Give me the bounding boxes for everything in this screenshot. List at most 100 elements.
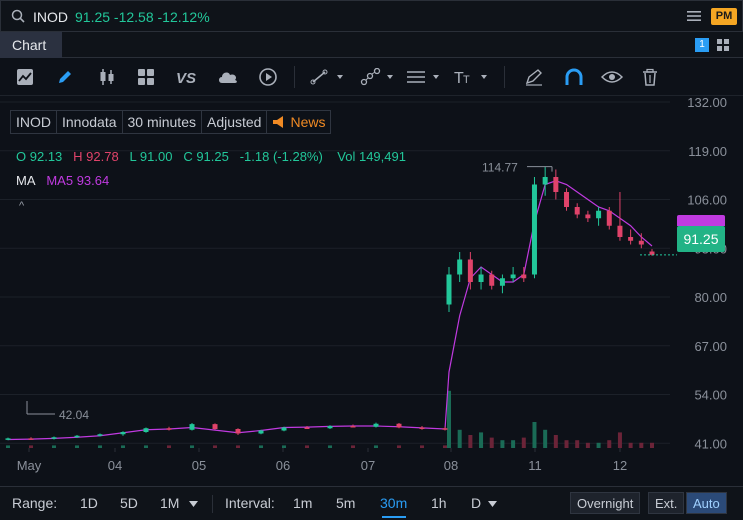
candle-body [442, 428, 448, 430]
overnight-button[interactable]: Overnight [570, 492, 641, 514]
candle-body [350, 426, 356, 428]
candle-body [189, 424, 195, 430]
interval-5m[interactable]: 5m [336, 495, 356, 511]
candlestick-icon[interactable] [96, 66, 118, 88]
x-tick-label: 07 [361, 458, 375, 473]
cloud-icon[interactable] [215, 66, 241, 88]
volume-bar [553, 435, 558, 448]
candle-body [5, 438, 11, 440]
candle-body [235, 429, 241, 434]
ticker-input[interactable]: INOD [33, 9, 68, 25]
fib-tool-icon[interactable] [404, 66, 442, 88]
x-tick-label: 04 [108, 458, 122, 473]
legend-adjusted[interactable]: Adjusted [202, 111, 268, 133]
range-1m[interactable]: 1M [160, 495, 180, 511]
compare-icon[interactable]: VS [174, 66, 200, 88]
chart-type-icon[interactable] [14, 66, 36, 88]
y-tick-label: 54.00 [694, 388, 727, 403]
volume-bar [617, 432, 622, 448]
x-tick-label: May [17, 458, 42, 473]
grid-icon[interactable] [135, 66, 157, 88]
open-value: 92.13 [29, 149, 63, 164]
low-label: L [129, 149, 137, 164]
candle-body [531, 184, 537, 275]
last-price-tag: 91.25 [677, 226, 725, 252]
replay-icon[interactable] [257, 66, 279, 88]
volume-label: Vol [337, 149, 356, 164]
trash-icon[interactable] [638, 66, 662, 88]
node-tool-icon[interactable] [358, 66, 396, 88]
candle-body [166, 428, 172, 430]
interval-30m[interactable]: 30m [380, 495, 408, 511]
volume-bar [639, 442, 644, 448]
extended-hours-button[interactable]: Ext. [648, 492, 685, 514]
interval-label: Interval: [225, 495, 275, 511]
volume-bar [575, 440, 580, 448]
ma-readout[interactable]: MA MA5 93.64 [16, 173, 109, 188]
interval-d[interactable]: D [471, 495, 482, 511]
interval-1m[interactable]: 1m [293, 495, 313, 511]
tab-chart[interactable]: Chart [0, 32, 62, 58]
candle-body [596, 210, 602, 219]
candle-body [327, 426, 333, 429]
volume-bar [98, 445, 102, 448]
interval-1h[interactable]: 1h [431, 495, 447, 511]
candle-body [304, 427, 310, 429]
low-marker-label: 42.04 [59, 408, 89, 422]
volume-bar [468, 435, 473, 448]
x-tick-label: 06 [276, 458, 290, 473]
volume-bar [479, 432, 484, 448]
draw-icon[interactable] [54, 66, 76, 88]
y-tick-label: 119.00 [688, 144, 727, 159]
volume-bar [144, 445, 148, 448]
open-label: O [16, 149, 27, 164]
window-count-badge[interactable]: 1 [695, 38, 709, 52]
volume-bar [457, 429, 462, 448]
range-5d[interactable]: 5D [120, 495, 138, 511]
premarket-badge: PM [711, 8, 737, 25]
candle-body [120, 432, 126, 435]
x-tick-label: 08 [444, 458, 458, 473]
volume-bar [447, 390, 451, 448]
volume-bar [500, 440, 505, 448]
legend-company-name: Innodata [57, 111, 123, 133]
range-1d[interactable]: 1D [80, 495, 98, 511]
bottom-bar: Range: 1D 5D 1M Interval: 1m 5m 30m 1h D… [0, 486, 743, 520]
auto-scale-button[interactable]: Auto [686, 492, 727, 514]
x-tick-label: 05 [192, 458, 206, 473]
collapse-legend-icon[interactable]: ^ [19, 200, 25, 212]
y-tick-label: 106.00 [687, 193, 727, 208]
interval-chevron-down-icon[interactable] [488, 501, 497, 507]
menu-icon[interactable] [687, 10, 701, 22]
volume-value: 149,491 [358, 149, 406, 164]
symbol-info-box: INOD Innodata 30 minutes Adjusted News [10, 110, 332, 134]
candle-body [396, 423, 402, 428]
search-icon[interactable] [11, 9, 25, 23]
volume-bar [6, 445, 10, 448]
volume-bar [521, 437, 526, 448]
volume-bar [374, 445, 378, 448]
range-label: Range: [12, 495, 58, 511]
change-value: -1.18 (-1.28%) [239, 149, 323, 164]
legend-interval[interactable]: 30 minutes [123, 111, 202, 133]
svg-text:T: T [454, 70, 464, 86]
volume-bar [443, 445, 447, 448]
range-chevron-down-icon[interactable] [189, 501, 198, 507]
eye-icon[interactable] [600, 66, 624, 88]
y-tick-label: 67.00 [694, 339, 727, 354]
candle-body [74, 435, 80, 438]
news-toggle[interactable]: News [267, 111, 330, 133]
high-marker-label: 114.77 [482, 161, 518, 175]
high-label: H [73, 149, 83, 164]
line-tool-icon[interactable] [308, 66, 346, 88]
magnet-icon[interactable] [562, 66, 586, 88]
y-tick-label: 80.00 [694, 290, 727, 305]
candle-body [510, 274, 516, 279]
layout-grid-icon[interactable] [716, 38, 730, 52]
volume-bar [52, 445, 56, 448]
symbol-bar: INOD 91.25 -12.58 -12.12% PM [0, 0, 743, 32]
brush-icon[interactable] [522, 66, 546, 88]
volume-bar [75, 445, 79, 448]
